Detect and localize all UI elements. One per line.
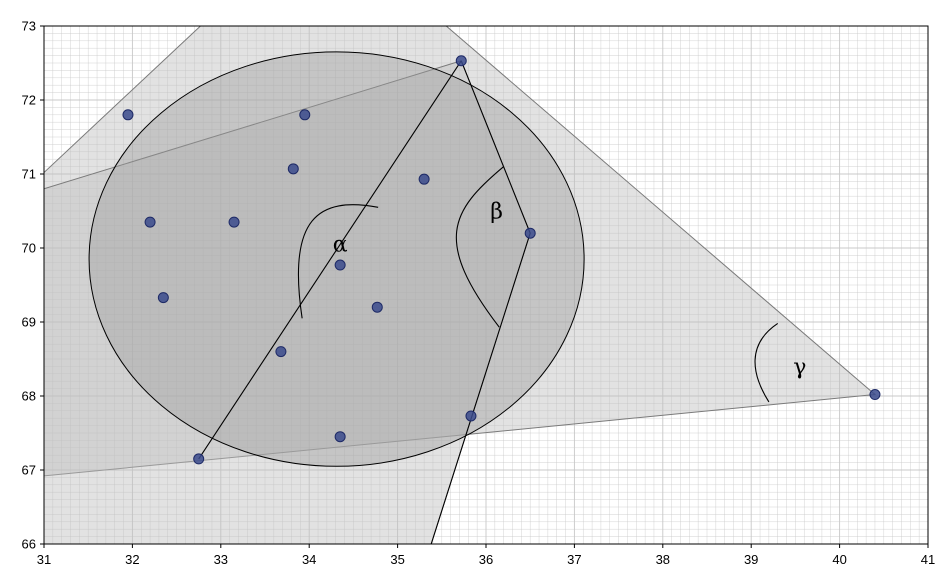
data-point bbox=[418, 173, 430, 185]
data-point bbox=[287, 163, 299, 175]
data-point bbox=[299, 109, 311, 121]
angle-arcs bbox=[297, 166, 779, 403]
x-axis: 31 32 33 34 35 36 37 38 39 40 41 bbox=[37, 544, 935, 567]
data-points bbox=[122, 55, 881, 465]
arc-beta bbox=[455, 166, 505, 328]
circumcircle bbox=[88, 51, 585, 467]
x-tick-label: 37 bbox=[567, 552, 581, 567]
x-tick-label: 36 bbox=[479, 552, 493, 567]
angle-label: β bbox=[490, 199, 503, 224]
x-tick-label: 38 bbox=[656, 552, 670, 567]
arc-alpha bbox=[297, 204, 379, 319]
y-tick-label: 72 bbox=[22, 93, 36, 108]
angle-label: α bbox=[333, 233, 348, 258]
data-point bbox=[193, 453, 205, 465]
data-point bbox=[144, 216, 156, 228]
data-point bbox=[455, 55, 467, 67]
data-point bbox=[228, 216, 240, 228]
data-point bbox=[334, 259, 346, 271]
angle-label: γ bbox=[793, 355, 806, 380]
data-point bbox=[371, 301, 383, 313]
y-axis: 66 67 68 69 70 71 72 73 bbox=[22, 19, 44, 552]
data-point bbox=[524, 227, 536, 239]
y-tick-label: 69 bbox=[22, 315, 36, 330]
x-tick-label: 39 bbox=[744, 552, 758, 567]
angle-annotations: α β γ bbox=[333, 199, 807, 379]
y-tick-label: 70 bbox=[22, 241, 36, 256]
y-tick-label: 68 bbox=[22, 389, 36, 404]
x-tick-label: 41 bbox=[921, 552, 935, 567]
shaded-regions bbox=[44, 26, 877, 544]
y-tick-label: 71 bbox=[22, 167, 36, 182]
data-point bbox=[122, 109, 134, 121]
shaded-region-1 bbox=[44, 26, 877, 477]
x-tick-label: 34 bbox=[302, 552, 316, 567]
x-tick-label: 33 bbox=[214, 552, 228, 567]
y-tick-label: 66 bbox=[22, 537, 36, 552]
x-tick-label: 31 bbox=[37, 552, 51, 567]
arc-gamma bbox=[754, 323, 779, 403]
data-point bbox=[465, 410, 477, 422]
data-point bbox=[157, 292, 169, 304]
data-point bbox=[275, 346, 287, 358]
y-tick-label: 67 bbox=[22, 463, 36, 478]
x-tick-label: 35 bbox=[390, 552, 404, 567]
circle-group bbox=[88, 51, 585, 467]
data-point bbox=[334, 431, 346, 443]
x-tick-label: 40 bbox=[832, 552, 846, 567]
x-tick-label: 32 bbox=[125, 552, 139, 567]
data-point bbox=[869, 389, 881, 401]
y-tick-label: 73 bbox=[22, 19, 36, 34]
line-alpha bbox=[198, 60, 462, 460]
